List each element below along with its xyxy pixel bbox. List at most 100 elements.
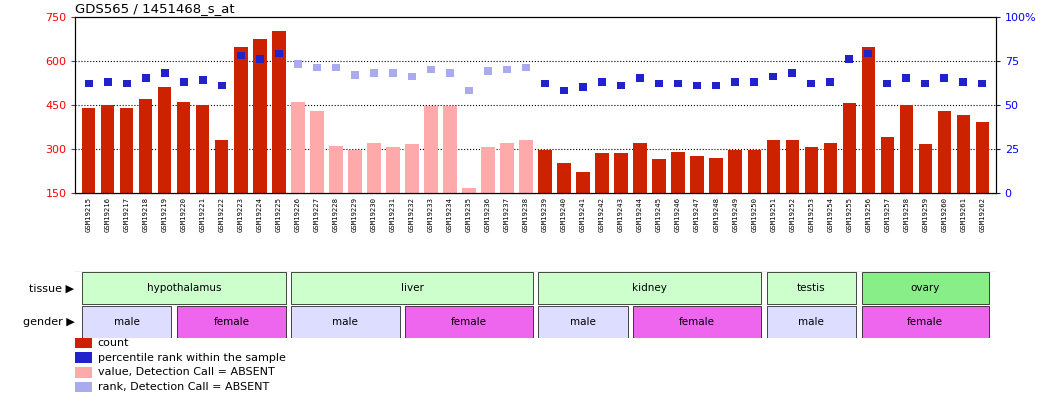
Point <box>632 75 649 81</box>
Text: GSM19234: GSM19234 <box>447 197 453 232</box>
Bar <box>766 306 856 337</box>
Text: GSM19231: GSM19231 <box>390 197 396 232</box>
Text: GSM19248: GSM19248 <box>713 197 719 232</box>
Text: GDS565 / 1451468_s_at: GDS565 / 1451468_s_at <box>75 2 235 15</box>
Text: GSM19256: GSM19256 <box>866 197 871 232</box>
Text: GSM19219: GSM19219 <box>161 197 168 232</box>
Bar <box>595 153 609 193</box>
Text: GSM19259: GSM19259 <box>922 197 929 232</box>
Text: GSM19258: GSM19258 <box>903 197 910 232</box>
Bar <box>824 143 837 193</box>
Text: GSM19227: GSM19227 <box>314 197 320 232</box>
Bar <box>82 306 172 337</box>
Point <box>81 80 97 87</box>
Bar <box>215 140 228 193</box>
Text: GSM19238: GSM19238 <box>523 197 529 232</box>
Bar <box>747 150 761 193</box>
Bar <box>861 306 989 337</box>
Bar <box>254 38 266 193</box>
Bar <box>291 102 305 193</box>
Text: GSM19215: GSM19215 <box>86 197 92 232</box>
Text: count: count <box>97 338 129 348</box>
Text: GSM19245: GSM19245 <box>656 197 662 232</box>
Point <box>670 80 686 87</box>
Point <box>328 64 345 71</box>
Text: GSM19233: GSM19233 <box>428 197 434 232</box>
Text: GSM19249: GSM19249 <box>733 197 738 232</box>
Text: GSM19260: GSM19260 <box>941 197 947 232</box>
Point <box>746 79 763 85</box>
Text: GSM19243: GSM19243 <box>618 197 624 232</box>
Text: GSM19257: GSM19257 <box>885 197 890 232</box>
Point <box>308 64 325 71</box>
Text: GSM19237: GSM19237 <box>504 197 510 232</box>
Text: female: female <box>908 317 943 326</box>
Text: kidney: kidney <box>632 284 667 293</box>
Bar <box>957 115 970 193</box>
Text: GSM19242: GSM19242 <box>599 197 605 232</box>
Point <box>499 66 516 73</box>
Bar <box>481 147 495 193</box>
Bar <box>158 87 172 193</box>
Text: GSM19254: GSM19254 <box>827 197 833 232</box>
Bar <box>633 306 761 337</box>
Point <box>366 70 383 76</box>
Bar <box>520 140 532 193</box>
Point <box>803 80 820 87</box>
Bar <box>462 188 476 193</box>
Bar <box>766 273 856 304</box>
Text: female: female <box>214 317 249 326</box>
Text: GSM19253: GSM19253 <box>808 197 814 232</box>
Point <box>137 75 154 81</box>
Point <box>917 80 934 87</box>
Bar <box>75 352 92 363</box>
Point <box>955 79 971 85</box>
Text: GSM19230: GSM19230 <box>371 197 377 232</box>
Bar <box>329 146 343 193</box>
Bar <box>75 367 92 377</box>
Bar <box>101 104 114 193</box>
Bar <box>443 106 457 193</box>
Text: GSM19244: GSM19244 <box>637 197 643 232</box>
Point <box>403 73 420 80</box>
Text: GSM19221: GSM19221 <box>200 197 205 232</box>
Bar <box>976 122 989 193</box>
Point <box>252 55 268 62</box>
Text: male: male <box>799 317 824 326</box>
Bar <box>348 150 362 193</box>
Bar <box>899 104 913 193</box>
Point <box>175 79 192 85</box>
Text: GSM19255: GSM19255 <box>846 197 852 232</box>
Point <box>898 75 915 81</box>
Bar <box>691 156 704 193</box>
Point <box>195 77 212 83</box>
Point <box>233 52 249 59</box>
Point <box>707 82 724 89</box>
Point <box>574 84 591 90</box>
Text: GSM19247: GSM19247 <box>694 197 700 232</box>
Bar <box>728 150 742 193</box>
Bar <box>82 108 95 193</box>
Bar <box>196 104 210 193</box>
Text: GSM19220: GSM19220 <box>181 197 187 232</box>
Bar <box>672 151 684 193</box>
Point <box>613 82 630 89</box>
Bar <box>919 144 932 193</box>
Bar <box>633 143 647 193</box>
Bar <box>880 137 894 193</box>
Point <box>385 70 401 76</box>
Bar <box>367 143 380 193</box>
Bar <box>500 143 514 193</box>
Point <box>651 80 668 87</box>
Bar <box>805 147 817 193</box>
Point <box>859 50 876 57</box>
Bar <box>614 153 628 193</box>
Point <box>784 70 801 76</box>
Text: GSM19232: GSM19232 <box>409 197 415 232</box>
Text: value, Detection Call = ABSENT: value, Detection Call = ABSENT <box>97 367 275 377</box>
Point <box>822 79 838 85</box>
Point <box>726 79 743 85</box>
Text: tissue ▶: tissue ▶ <box>29 284 74 293</box>
Bar <box>558 163 571 193</box>
Text: GSM19261: GSM19261 <box>960 197 966 232</box>
